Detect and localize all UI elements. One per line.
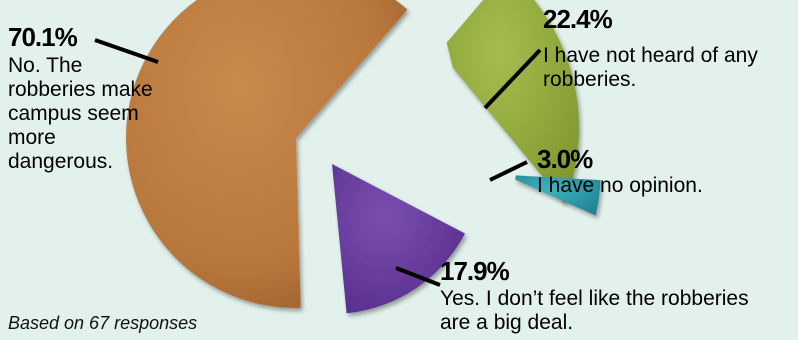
leader-line-17: [395, 266, 441, 287]
leader-line-70: [94, 38, 159, 64]
slice-description-label: I have no opinion.: [537, 174, 703, 197]
slice-value-label: 17.9%: [440, 256, 510, 286]
slice-description-label: No. The robberies make campus seem more …: [8, 54, 153, 173]
pie-slice-not-heard: [446, 0, 579, 204]
slice-description-label: Yes. I don’t feel like the robberies are…: [440, 287, 749, 334]
slice-value-label: 70.1%: [8, 22, 78, 52]
leader-line-3: [489, 160, 528, 182]
slice-value-label: 3.0%: [537, 144, 593, 174]
pie-slice-yes-not-big-deal: [332, 164, 465, 314]
slice-description-label: I have not heard of any robberies.: [543, 44, 758, 91]
pie-slice-no-more-dangerous: [126, 0, 408, 308]
leader-line-22: [483, 48, 542, 110]
pie-slice-no-opinion: [515, 175, 601, 216]
slice-value-label: 22.4%: [543, 4, 613, 34]
sample-size-note: Based on 67 responses: [8, 313, 198, 333]
